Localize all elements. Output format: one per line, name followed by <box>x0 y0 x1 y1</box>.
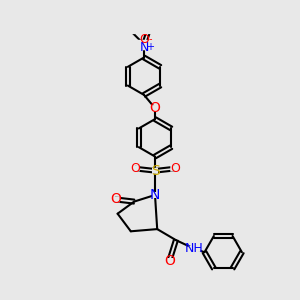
Text: +: + <box>146 42 154 52</box>
Text: O: O <box>150 101 160 115</box>
FancyBboxPatch shape <box>152 192 158 198</box>
Text: -: - <box>148 34 152 44</box>
FancyBboxPatch shape <box>170 166 179 172</box>
FancyBboxPatch shape <box>126 28 135 34</box>
Text: O: O <box>130 162 140 175</box>
Text: N: N <box>150 188 160 202</box>
FancyBboxPatch shape <box>135 40 153 50</box>
Text: O: O <box>164 254 175 268</box>
FancyBboxPatch shape <box>111 196 120 202</box>
Text: N: N <box>139 41 149 54</box>
Text: O: O <box>139 33 149 46</box>
Text: NH: NH <box>185 242 204 255</box>
FancyBboxPatch shape <box>151 105 160 111</box>
Text: O: O <box>110 192 121 206</box>
Text: O: O <box>170 162 180 175</box>
FancyBboxPatch shape <box>144 28 153 34</box>
FancyBboxPatch shape <box>131 166 140 172</box>
FancyBboxPatch shape <box>189 246 201 252</box>
Text: S: S <box>151 164 159 178</box>
FancyBboxPatch shape <box>152 168 158 174</box>
FancyBboxPatch shape <box>165 258 174 264</box>
